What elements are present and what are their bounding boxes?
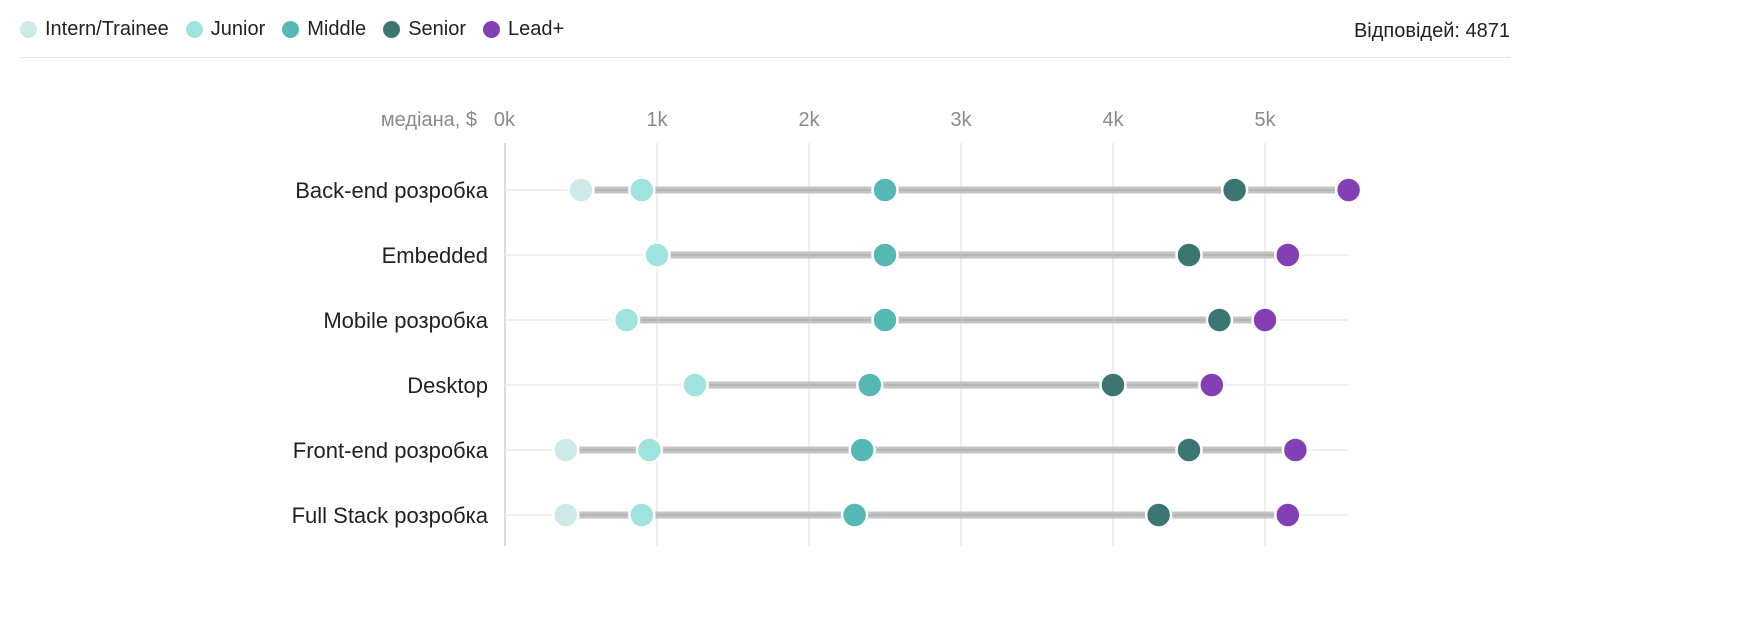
data-point-senior — [1175, 241, 1203, 269]
data-point-middle — [840, 501, 869, 529]
x-tick-label: 5k — [1254, 109, 1276, 131]
legend-label: Middle — [307, 18, 367, 40]
data-point-senior — [1144, 501, 1173, 529]
category-label: Desktop — [407, 373, 488, 398]
legend-swatch — [383, 21, 401, 38]
x-tick-label: 1k — [646, 109, 668, 131]
legend-divider — [20, 57, 1510, 58]
data-point-senior — [1220, 176, 1249, 204]
category-label: Front-end розробка — [293, 438, 489, 463]
category-label: Back-end розробка — [295, 178, 489, 203]
data-point-lead — [1334, 176, 1363, 204]
category-label: Full Stack розробка — [292, 503, 489, 528]
data-point-senior — [1205, 306, 1234, 334]
responses-count: Відповідей: 4871 — [1353, 20, 1510, 42]
legend-item[interactable]: Junior — [185, 18, 266, 41]
data-point-intern-trainee — [567, 176, 595, 204]
legend: Intern/Trainee Junior Middle Senior Lead+ — [20, 18, 581, 41]
data-point-junior — [681, 371, 709, 399]
data-point-senior — [1175, 436, 1203, 464]
legend-label: Lead+ — [508, 18, 565, 40]
data-point-junior — [635, 436, 664, 464]
data-point-junior — [643, 241, 671, 269]
x-tick-label: 0k — [494, 109, 516, 131]
legend-item[interactable]: Lead+ — [483, 18, 564, 41]
data-point-middle — [848, 436, 876, 464]
data-point-lead — [1251, 306, 1279, 334]
legend-label: Junior — [210, 18, 266, 40]
data-point-lead — [1198, 371, 1226, 399]
category-label: Embedded — [382, 243, 488, 268]
data-point-middle — [856, 371, 884, 399]
data-point-middle — [871, 241, 899, 269]
data-point-intern-trainee — [552, 436, 580, 464]
data-point-intern-trainee — [552, 501, 580, 529]
data-point-middle — [871, 176, 899, 204]
legend-item[interactable]: Senior — [383, 18, 466, 41]
data-point-junior — [612, 306, 641, 334]
legend-swatch — [185, 21, 203, 38]
data-point-lead — [1274, 241, 1302, 269]
data-point-lead — [1281, 436, 1310, 464]
x-tick-label: 3k — [950, 109, 972, 131]
legend-swatch — [20, 21, 37, 38]
x-tick-label: 2k — [798, 109, 820, 131]
x-tick-label: 4k — [1102, 109, 1124, 131]
x-axis-label: медіана, $ — [381, 109, 477, 131]
category-label: Mobile розробка — [323, 308, 488, 333]
data-point-middle — [871, 306, 899, 334]
legend-swatch — [483, 21, 500, 38]
legend-item[interactable]: Middle — [282, 18, 366, 41]
legend-label: Senior — [408, 18, 466, 40]
legend-label: Intern/Trainee — [45, 18, 169, 40]
legend-item[interactable]: Intern/Trainee — [20, 18, 169, 41]
data-point-junior — [628, 501, 656, 529]
data-point-lead — [1274, 501, 1302, 529]
data-point-senior — [1099, 371, 1127, 399]
legend-swatch — [282, 21, 300, 38]
data-point-junior — [628, 176, 656, 204]
